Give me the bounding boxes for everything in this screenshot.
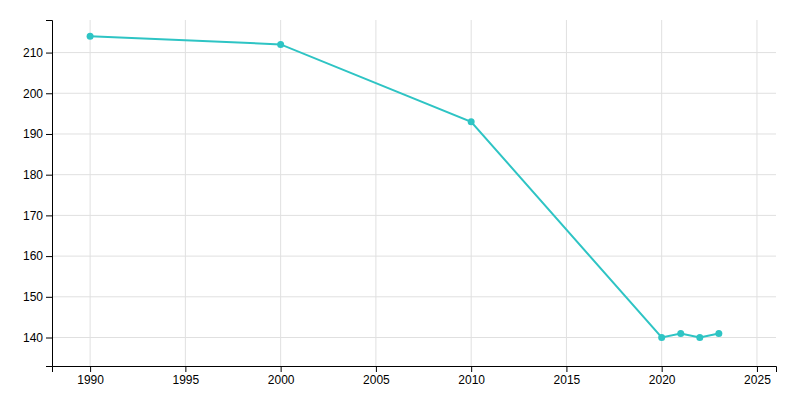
- tick-label: 210: [23, 46, 43, 60]
- tick-mark: [46, 215, 52, 216]
- tick-label: 2015: [554, 373, 581, 387]
- tick: 150: [23, 290, 52, 304]
- tick-mark: [46, 256, 52, 257]
- chart-svg: 1990 1995 2000 2005 2010 2015 2020 2025 140 150 16…: [0, 0, 800, 400]
- tick: 180: [23, 168, 52, 182]
- grid-line-y: [52, 174, 776, 175]
- tick: 1990: [77, 366, 104, 387]
- grid-line-x: [185, 20, 186, 366]
- tick-mark: [185, 366, 186, 372]
- y-axis: 140 150 160 170 180 190 200 210: [23, 21, 53, 367]
- tick-mark: [471, 366, 472, 372]
- grid-line-x: [375, 20, 376, 366]
- point: [468, 118, 475, 125]
- tick: 190: [23, 127, 52, 141]
- tick-label: 140: [23, 331, 43, 345]
- tick-mark: [757, 366, 758, 372]
- tick-label: 190: [23, 127, 43, 141]
- tick-label: 150: [23, 290, 43, 304]
- point: [715, 330, 722, 337]
- axis-line: [53, 367, 777, 373]
- tick-label: 160: [23, 249, 43, 263]
- tick: 2005: [363, 366, 390, 387]
- tick: 170: [23, 209, 52, 223]
- grid-line-y: [52, 215, 776, 216]
- grid-line-y: [52, 256, 776, 257]
- tick-mark: [46, 175, 52, 176]
- tick-label: 1995: [173, 373, 200, 387]
- grid-line-y: [52, 93, 776, 94]
- tick-label: 2025: [744, 373, 771, 387]
- tick-mark: [566, 366, 567, 372]
- tick-mark: [46, 297, 52, 298]
- plot-area: 1990 1995 2000 2005 2010 2015 2020 2025 140 150 16…: [23, 20, 777, 387]
- grid-line-x: [661, 20, 662, 366]
- tick-mark: [90, 366, 91, 372]
- axis-line: [46, 21, 53, 367]
- tick-mark: [46, 53, 52, 54]
- tick: 2010: [458, 366, 485, 387]
- tick-mark: [46, 338, 52, 339]
- point: [277, 41, 284, 48]
- chart-container: 1990 1995 2000 2005 2010 2015 2020 2025 140 150 16…: [0, 0, 800, 400]
- tick: 2020: [649, 366, 676, 387]
- tick: 160: [23, 249, 52, 263]
- x-axis: 1990 1995 2000 2005 2010 2015 2020 2025: [53, 366, 777, 387]
- tick: 2015: [554, 366, 581, 387]
- tick: 1995: [173, 366, 200, 387]
- tick-label: 2010: [458, 373, 485, 387]
- grid-line-y: [52, 296, 776, 297]
- grid-line-y: [52, 52, 776, 53]
- tick-mark: [376, 366, 377, 372]
- point: [677, 330, 684, 337]
- grid-line-x: [471, 20, 472, 366]
- grid-line-x: [90, 20, 91, 366]
- point: [87, 33, 94, 40]
- line: [90, 36, 719, 337]
- tick-mark: [46, 134, 52, 135]
- grid-line-x: [566, 20, 567, 366]
- tick: 210: [23, 46, 52, 60]
- tick: 140: [23, 331, 52, 345]
- tick-label: 180: [23, 168, 43, 182]
- tick-mark: [662, 366, 663, 372]
- tick-label: 1990: [77, 373, 104, 387]
- grid-line-x: [280, 20, 281, 366]
- tick-label: 200: [23, 87, 43, 101]
- tick: 200: [23, 87, 52, 101]
- point: [658, 334, 665, 341]
- tick-label: 2020: [649, 373, 676, 387]
- grid-line-y: [52, 133, 776, 134]
- tick-label: 2000: [268, 373, 295, 387]
- tick: 2025: [744, 366, 771, 387]
- point: [696, 334, 703, 341]
- tick-label: 2005: [363, 373, 390, 387]
- tick-mark: [281, 366, 282, 372]
- tick: 2000: [268, 366, 295, 387]
- marks: [87, 33, 723, 341]
- grid: [52, 20, 776, 366]
- tick-mark: [46, 93, 52, 94]
- tick-label: 170: [23, 209, 43, 223]
- grid-line-x: [756, 20, 757, 366]
